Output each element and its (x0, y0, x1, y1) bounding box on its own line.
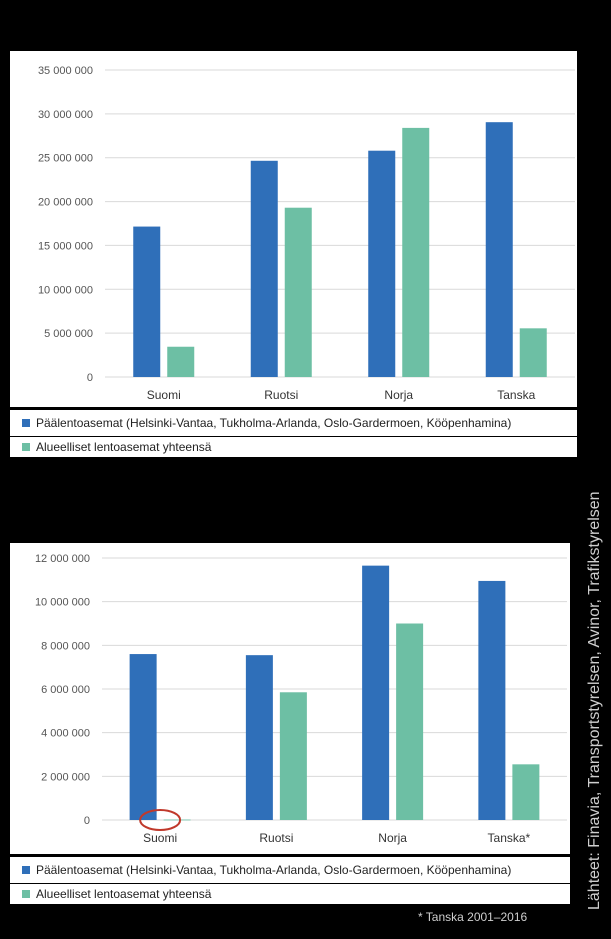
y-tick-label: 4 000 000 (41, 728, 90, 740)
legend-label-regional: Alueelliset lentoasemat yhteensä (36, 440, 212, 454)
bar-main-norja (368, 150, 396, 377)
bar-main-tanska (478, 580, 506, 820)
bar-regional-tanska (512, 764, 540, 820)
legend-swatch-regional (22, 890, 30, 898)
y-tick-label: 25 000 000 (38, 153, 93, 165)
chart-2-panel: 0 2 000 000 4 000 000 6 000 000 8 000 000 10 … (10, 543, 570, 854)
y-tick-label: 10 000 000 (35, 597, 90, 609)
bar-regional-ruotsi (284, 207, 312, 377)
chart-1-panel: 0 5 000 000 10 000 000 15 000 000 20 000 000… (10, 51, 577, 407)
legend-swatch-regional (22, 443, 30, 451)
chart-1-legend-item-regional: Alueelliset lentoasemat yhteensä (10, 437, 577, 457)
x-tick-label: Norja (378, 831, 407, 845)
chart-2-legend-item-main: Päälentoasemat (Helsinki-Vantaa, Tukholm… (10, 857, 570, 883)
y-tick-label: 15 000 000 (38, 240, 93, 252)
bar-main-suomi (129, 654, 157, 820)
bar-regional-norja (396, 623, 424, 820)
legend-swatch-main (22, 866, 30, 874)
x-tick-label: Tanska* (488, 831, 531, 845)
bar-main-ruotsi (245, 655, 273, 820)
chart-2: 0 2 000 000 4 000 000 6 000 000 8 000 000 10 … (35, 553, 567, 845)
bar-main-suomi (133, 226, 161, 377)
x-tick-label: Suomi (143, 831, 177, 845)
bar-regional-norja (402, 127, 430, 378)
x-tick-label: Norja (384, 388, 413, 402)
y-tick-label: 0 (87, 372, 93, 384)
x-tick-label: Suomi (147, 388, 181, 402)
bar-main-ruotsi (250, 160, 278, 377)
y-tick-label: 8 000 000 (41, 640, 90, 652)
highlight-circle (139, 809, 182, 831)
legend-label-main: Päälentoasemat (Helsinki-Vantaa, Tukholm… (36, 863, 512, 877)
y-tick-label: 12 000 000 (35, 553, 90, 565)
x-tick-label: Ruotsi (259, 831, 293, 845)
y-tick-label: 5 000 000 (44, 328, 93, 340)
legend-label-regional: Alueelliset lentoasemat yhteensä (36, 887, 212, 901)
chart-1: 0 5 000 000 10 000 000 15 000 000 20 000 000… (38, 65, 575, 402)
x-tick-label: Ruotsi (264, 388, 298, 402)
footnote: * Tanska 2001–2016 (418, 910, 528, 924)
bar-main-norja (362, 565, 390, 820)
x-tick-label: Tanska (497, 388, 535, 402)
bar-regional-suomi (163, 819, 191, 821)
bar-regional-ruotsi (279, 692, 307, 820)
chart-2-legend-item-regional: Alueelliset lentoasemat yhteensä (10, 884, 570, 904)
y-tick-label: 10 000 000 (38, 284, 93, 296)
y-tick-label: 0 (84, 815, 90, 827)
chart-1-legend-item-main: Päälentoasemat (Helsinki-Vantaa, Tukholm… (10, 410, 577, 436)
bar-main-tanska (485, 122, 513, 377)
source-note: Lähteet: Finavia, Transportstyrelsen, Av… (586, 491, 603, 910)
legend-label-main: Päälentoasemat (Helsinki-Vantaa, Tukholm… (36, 416, 512, 430)
y-tick-label: 6 000 000 (41, 684, 90, 696)
y-tick-label: 2 000 000 (41, 771, 90, 783)
y-tick-label: 20 000 000 (38, 197, 93, 209)
bar-regional-suomi (167, 346, 195, 377)
legend-swatch-main (22, 419, 30, 427)
bar-regional-tanska (519, 328, 547, 377)
y-tick-label: 30 000 000 (38, 109, 93, 121)
y-tick-label: 35 000 000 (38, 65, 93, 77)
